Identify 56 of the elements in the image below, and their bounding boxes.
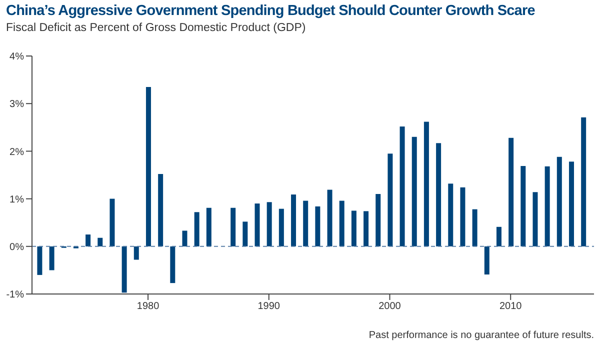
bar [484, 246, 490, 274]
y-tick-label: 1% [10, 194, 24, 206]
bar [460, 187, 466, 246]
y-tick-label: 4% [10, 52, 24, 63]
chart-subtitle: Fiscal Deficit as Percent of Gross Domestic Product (GDP) [6, 22, 306, 34]
chart-title: China’s Aggressive Government Spending Budget Should Counter Growth Scare [6, 3, 535, 19]
bar [448, 184, 454, 246]
bar [351, 210, 356, 246]
bar [568, 162, 574, 246]
bar [110, 198, 115, 246]
y-tick-label: 3% [10, 99, 24, 110]
x-tick-label: 2000 [378, 301, 402, 312]
bar [98, 238, 103, 246]
bar [303, 200, 308, 246]
bar [37, 246, 42, 275]
bar [182, 230, 188, 246]
bar [158, 174, 164, 246]
bar [412, 136, 417, 246]
x-tick-label: 1980 [136, 301, 160, 312]
bar [170, 246, 176, 284]
bar [388, 154, 393, 246]
bar [581, 117, 586, 246]
x-tick-label: 1990 [258, 301, 280, 312]
bar [146, 86, 151, 246]
bar [266, 202, 272, 246]
bar [122, 246, 127, 293]
bar [496, 226, 502, 246]
bar [315, 206, 320, 246]
y-tick-label: -1% [6, 290, 24, 301]
bar [532, 192, 538, 246]
bar [49, 246, 54, 270]
bar [327, 190, 332, 246]
bar [364, 211, 369, 246]
bar [520, 166, 526, 246]
bar [194, 212, 200, 246]
bar [400, 126, 405, 246]
bar [424, 122, 429, 246]
bar [376, 194, 381, 246]
x-tick-label: 2010 [499, 301, 522, 312]
y-tick-label: 2% [10, 146, 24, 158]
text: Past performance is no guarantee of future results. [368, 330, 594, 341]
bar [472, 209, 478, 246]
bar [291, 194, 296, 246]
bar [508, 138, 514, 246]
bar [134, 246, 139, 260]
bar [544, 166, 550, 246]
bar [206, 208, 212, 246]
y-tick-label: 0% [10, 242, 24, 253]
bar [230, 208, 236, 246]
bar [436, 143, 442, 246]
bar [254, 204, 260, 246]
bar [339, 200, 344, 246]
bar [242, 222, 248, 246]
bar [86, 234, 91, 246]
bar [556, 156, 562, 246]
bar [278, 208, 284, 246]
